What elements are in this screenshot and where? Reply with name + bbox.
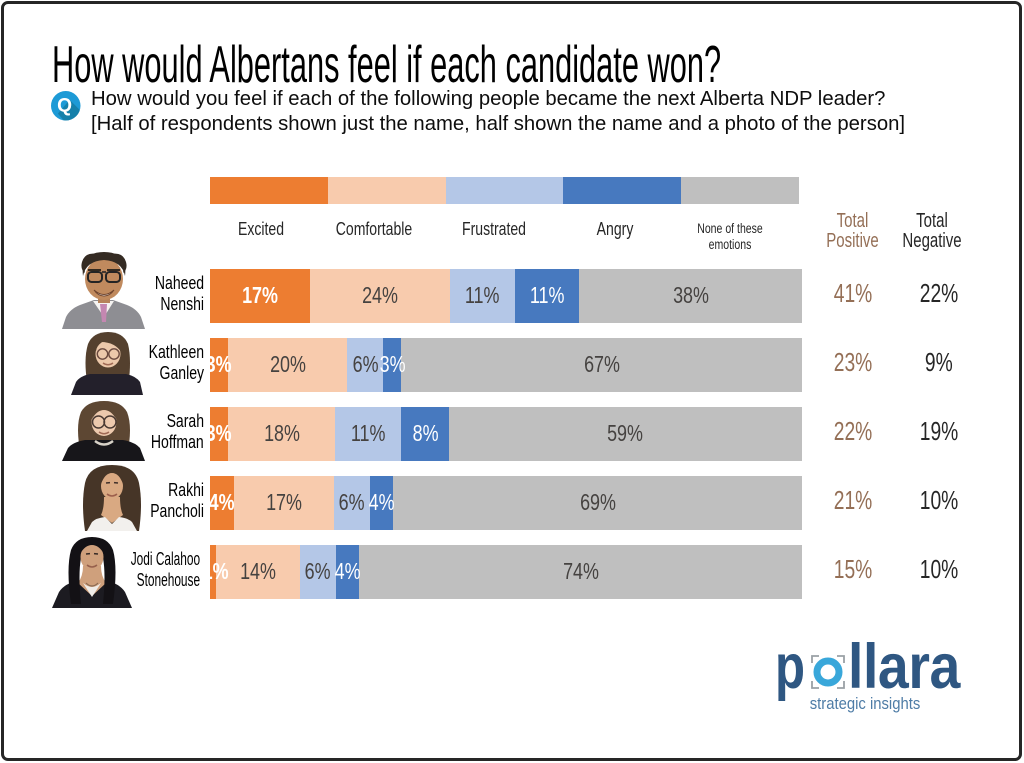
svg-text:Q: Q [57, 95, 72, 116]
